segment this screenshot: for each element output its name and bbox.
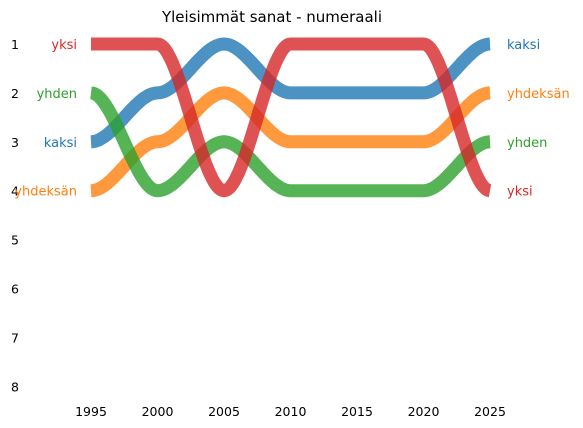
y-tick-label: 1 [11,37,19,52]
series-start-label: kaksi [44,136,77,151]
series-end-label: yksi [507,185,533,200]
series-end-label: yhden [507,136,547,151]
series-start-label: yhden [37,87,77,102]
y-tick-label: 7 [11,330,19,345]
y-tick-label: 2 [11,86,19,101]
x-tick-label: 2005 [208,404,240,419]
x-tick-label: 2025 [474,404,506,419]
y-tick-label: 8 [11,379,19,394]
series-lines [86,37,495,198]
series-line-yhdeksän [86,86,495,198]
series-start-label: yksi [51,38,77,53]
y-tick-label: 5 [11,233,19,248]
x-tick-label: 2015 [341,404,373,419]
series-start-label: yhdeksän [14,185,77,200]
y-tick-label: 6 [11,282,19,297]
series-line-yksi [86,37,495,198]
x-tick-label: 2020 [408,404,440,419]
y-tick-label: 4 [11,184,19,199]
x-tick-label: 2010 [275,404,307,419]
series-labels: yksi yksi kaksi kaksi yhdeksän yhdeksän yhden y… [14,38,569,200]
y-tick-label: 3 [11,135,19,150]
series-line-kaksi [86,37,495,149]
y-axis-ticks: 1 2 3 4 5 6 7 8 [11,37,19,394]
x-tick-label: 2000 [142,404,174,419]
series-line-yhden [86,86,495,198]
series-end-label: yhdeksän [507,87,570,102]
chart-title: Yleisimmät sanat - numeraali [161,8,382,26]
series-end-label: kaksi [507,38,540,53]
x-axis-ticks: 1995 2000 2005 2010 2015 2020 2025 [75,404,506,419]
x-tick-label: 1995 [75,404,107,419]
